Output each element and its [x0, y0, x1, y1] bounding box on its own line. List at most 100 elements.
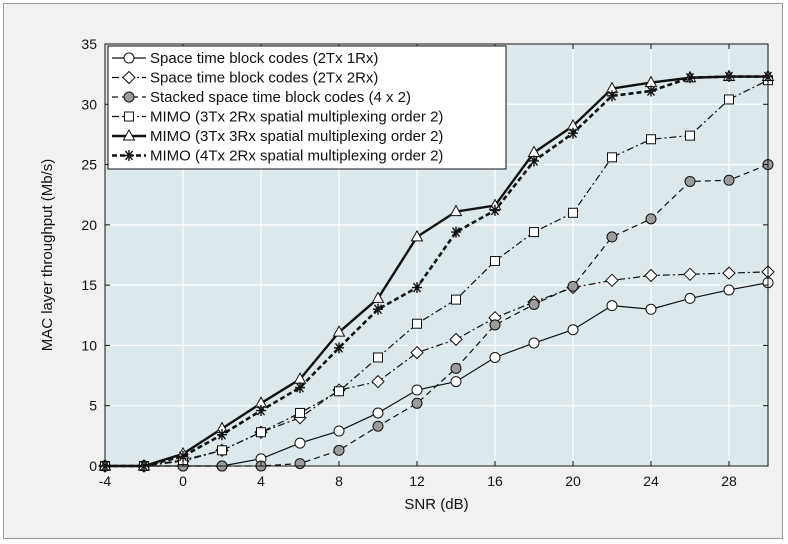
data-point: [723, 284, 735, 296]
legend-marker: [124, 111, 134, 122]
data-point: [373, 303, 383, 315]
data-point: [178, 450, 188, 462]
data-point: [607, 152, 617, 163]
y-tick-label: 0: [89, 458, 97, 474]
data-point: [333, 425, 345, 437]
x-tick-label: 4: [257, 473, 265, 489]
series-line: [105, 75, 768, 468]
legend-marker: [124, 150, 134, 161]
legend-entry: MIMO (4Tx 2Rx spatial multiplexing order…: [112, 148, 443, 165]
data-point: [724, 71, 734, 83]
data-point: [567, 280, 579, 292]
data-point: [334, 342, 344, 354]
x-tick-label: 24: [643, 473, 659, 489]
data-point: [294, 458, 306, 470]
legend-marker: [122, 70, 136, 85]
legend-marker: [123, 52, 135, 64]
x-tick-label: 28: [721, 473, 737, 489]
legend-entry: Stacked space time block codes (4 x 2): [112, 89, 411, 106]
legend: Space time block codes (2Tx 1Rx) Space ti…: [107, 45, 507, 170]
data-point: [685, 72, 695, 84]
data-point: [528, 337, 540, 349]
data-point: [684, 175, 696, 187]
y-tick-label: 20: [81, 217, 97, 233]
data-point: [529, 155, 539, 167]
legend-label: Stacked space time block codes (4 x 2): [150, 89, 411, 106]
data-point: [568, 207, 578, 218]
legend-label: MIMO (3Tx 3Rx spatial multiplexing order…: [150, 128, 443, 145]
y-tick-label: 5: [89, 398, 97, 414]
data-point: [412, 318, 422, 329]
data-point: [334, 386, 344, 397]
data-point: [724, 94, 734, 105]
y-tick-label: 15: [81, 277, 97, 293]
legend-label: Space time block codes (2Tx 1Rx): [150, 50, 378, 67]
legend-label: MIMO (4Tx 2Rx spatial multiplexing order…: [150, 148, 443, 165]
data-point: [646, 134, 656, 145]
data-point: [410, 345, 424, 360]
legend-box: [107, 45, 507, 170]
x-tick-label: 16: [487, 473, 503, 489]
data-point: [490, 204, 500, 216]
data-point: [333, 444, 345, 456]
y-axis-label: MAC layer throughput (Mb/s): [39, 159, 56, 352]
data-point: [722, 266, 736, 280]
data-point: [450, 362, 462, 374]
y-tick-label: 35: [81, 36, 97, 52]
x-tick-label: 12: [409, 473, 425, 489]
data-point: [606, 231, 618, 243]
data-point: [411, 384, 423, 396]
series-line: [105, 271, 769, 467]
data-point: [412, 282, 422, 294]
series-line: [105, 79, 769, 467]
data-point: [723, 174, 735, 186]
data-point: [529, 227, 539, 238]
x-axis-label: SNR (dB): [404, 496, 468, 513]
data-point: [606, 300, 618, 312]
data-point: [646, 85, 656, 97]
data-point: [294, 437, 306, 449]
data-point: [371, 291, 385, 303]
legend-entry: Space time block codes (2Tx 1Rx): [112, 50, 378, 67]
data-point: [605, 273, 619, 288]
data-point: [683, 267, 697, 281]
data-point: [644, 268, 658, 283]
data-point: [411, 397, 423, 409]
data-point: [490, 256, 500, 267]
data-point: [217, 429, 227, 441]
data-point: [372, 407, 384, 419]
x-tick-label: 0: [179, 473, 187, 489]
x-tick-label: 20: [565, 473, 581, 489]
data-point: [256, 427, 266, 438]
plot-border: [104, 43, 769, 467]
data-point: [449, 332, 463, 347]
data-point: [489, 319, 501, 331]
legend-label: Space time block codes (2Tx 2Rx): [150, 70, 378, 87]
data-point: [256, 405, 266, 417]
legend-entry: MIMO (3Tx 3Rx spatial multiplexing order…: [112, 128, 443, 145]
x-tick-label: -4: [99, 473, 112, 489]
data-point: [489, 351, 501, 363]
y-tick-label: 30: [81, 96, 97, 112]
data-point: [371, 374, 385, 389]
legend-marker: [122, 128, 136, 141]
data-point: [568, 127, 578, 139]
y-tick-label: 10: [81, 337, 97, 353]
legend-marker: [123, 91, 135, 103]
data-point: [607, 90, 617, 102]
data-point: [295, 382, 305, 394]
data-point: [528, 298, 540, 310]
y-tick-label: 25: [81, 157, 97, 173]
data-point: [373, 352, 383, 363]
legend-entry: Space time block codes (2Tx 2Rx): [112, 70, 378, 87]
data-point: [410, 229, 424, 242]
x-tick-label: 8: [335, 473, 343, 489]
data-point: [450, 376, 462, 388]
data-point: [645, 303, 657, 315]
data-point: [372, 420, 384, 432]
series-line: [105, 75, 768, 468]
data-point: [451, 226, 461, 238]
data-point: [449, 204, 463, 217]
